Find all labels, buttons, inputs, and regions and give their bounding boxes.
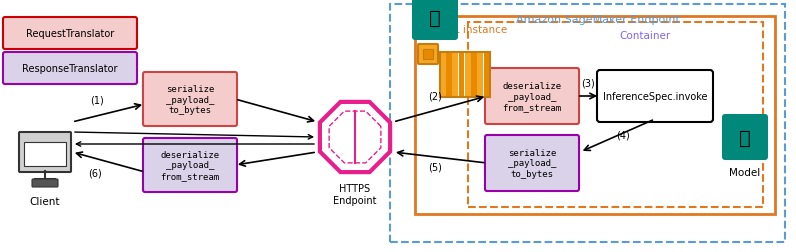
Text: Amazon SageMaker Endpoint: Amazon SageMaker Endpoint [516,15,680,25]
Text: (6): (6) [88,168,102,178]
FancyBboxPatch shape [3,18,137,50]
Text: 🧠: 🧠 [739,128,751,147]
Bar [478,53,483,98]
Bar [458,53,465,98]
Text: serialize
_payload_
to_bytes: serialize _payload_ to_bytes [166,85,214,114]
Bar [423,50,433,60]
Text: serialize
_payload_
to_bytes: serialize _payload_ to_bytes [508,148,556,178]
Text: ResponseTranslator: ResponseTranslator [22,64,118,74]
FancyBboxPatch shape [418,45,438,65]
Text: deserialize
_payload_
from_stream: deserialize _payload_ from_stream [502,82,561,111]
Bar [415,17,775,214]
FancyBboxPatch shape [485,136,579,191]
Text: deserialize
_payload_
from_stream: deserialize _payload_ from_stream [161,150,220,180]
Bar [468,23,763,207]
Bar [452,53,458,98]
Text: ML instance: ML instance [445,25,507,35]
Bar [440,53,490,98]
Bar [390,5,785,242]
Text: (1): (1) [90,94,103,105]
FancyBboxPatch shape [3,53,137,85]
Text: Client: Client [29,196,60,206]
FancyBboxPatch shape [597,71,713,122]
FancyBboxPatch shape [722,115,768,160]
Bar [440,53,446,98]
Text: 🧠: 🧠 [429,9,441,27]
FancyBboxPatch shape [143,73,237,127]
Text: Container: Container [620,31,671,41]
Bar [447,53,452,98]
FancyBboxPatch shape [485,69,579,124]
Text: Model: Model [729,167,761,177]
FancyBboxPatch shape [32,179,58,187]
Bar [471,53,477,98]
Text: InferenceSpec.invoke: InferenceSpec.invoke [603,92,708,102]
FancyBboxPatch shape [19,133,71,172]
Bar [465,53,470,98]
Text: (5): (5) [428,162,442,172]
Bar [484,53,490,98]
Text: (3): (3) [581,78,595,88]
Text: (4): (4) [616,130,630,139]
FancyBboxPatch shape [143,138,237,192]
Text: (2): (2) [428,91,442,101]
Polygon shape [320,103,390,172]
Text: RequestTranslator: RequestTranslator [26,29,114,39]
Bar [24,142,66,166]
FancyBboxPatch shape [412,0,458,41]
Text: HTTPS
Endpoint: HTTPS Endpoint [334,183,377,205]
